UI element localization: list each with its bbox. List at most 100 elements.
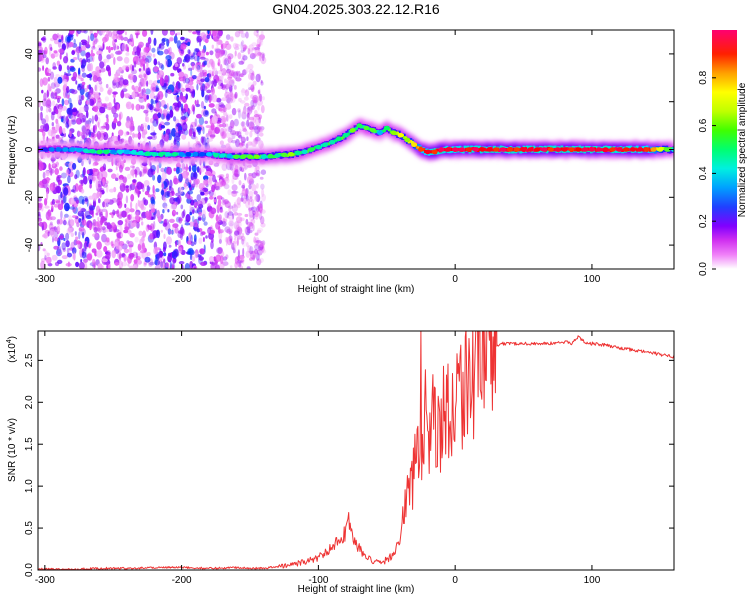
noise-speck [146,251,151,257]
colorbar-gradient [712,30,737,269]
noise-speck [225,126,230,134]
noise-speck [141,122,148,128]
noise-speck [116,209,120,218]
noise-speck [242,247,245,257]
noise-speck [152,53,156,58]
noise-speck [71,247,77,255]
noise-speck [213,36,220,42]
noise-speck [125,187,130,193]
noise-speck [135,255,141,261]
noise-speck [115,81,120,89]
noise-speck [158,62,164,69]
noise-speck [194,99,197,106]
noise-speck [217,62,220,66]
noise-speck [142,87,146,96]
spectrogram-y-label: Frequency (Hz) [7,116,18,185]
noise-speck [153,66,160,73]
noise-speck [178,95,185,102]
ridge-blob [459,147,465,152]
noise-speck [196,166,200,173]
noise-speck [99,61,105,69]
noise-speck [75,80,78,85]
ridge-blob [349,128,356,133]
noise-speck [57,97,60,104]
noise-speck [239,128,242,136]
noise-speck [51,254,58,261]
noise-speck [133,259,138,264]
noise-speck [174,63,179,68]
ridge-cell [409,139,413,143]
noise-speck [260,81,264,86]
noise-speck [80,49,86,57]
svg-text:(x104): (x104) [6,336,18,363]
noise-speck [167,209,170,213]
noise-speck [150,132,157,136]
noise-speck [129,131,133,136]
ridge-blob [534,147,541,152]
noise-speck [253,236,257,244]
noise-speck [254,114,260,118]
noise-speck [217,85,222,90]
ridge-cell [621,149,624,152]
noise-speck [252,126,259,130]
noise-speck [119,164,123,173]
noise-speck [193,55,200,62]
noise-speck [184,222,191,226]
noise-speck [207,30,210,35]
noise-speck [254,195,258,202]
snr-panel: -300 -200 -100 0 100 0.0 0.5 1.0 1.5 2.0 2.5 Heig… [6,330,675,595]
ridge-blob [370,128,377,133]
ridge-cell [238,155,242,159]
noise-speck [251,42,257,47]
noise-speck [57,247,64,255]
noise-speck [211,237,214,243]
noise-speck [224,87,228,94]
noise-speck [80,45,87,52]
ridge-blob [233,154,240,159]
noise-speck [55,74,60,78]
noise-speck [242,69,247,76]
noise-speck [42,54,47,59]
noise-speck [42,131,46,137]
noise-speck [111,214,114,219]
noise-speck [45,57,49,65]
noise-speck [63,187,69,196]
noise-speck [80,39,87,44]
noise-speck [116,49,123,55]
noise-speck [229,265,233,269]
noise-speck [245,67,249,74]
noise-speck [59,53,62,60]
noise-speck [256,249,263,256]
noise-speck [96,205,100,214]
noise-speck [226,176,230,180]
noise-speck [217,30,223,37]
colorbar-tick-label: 0.2 [698,214,709,228]
x-tick-label: -300 [35,575,55,586]
noise-speck [142,246,146,251]
ridge-cell [608,148,611,152]
noise-speck [91,132,95,138]
noise-speck [173,102,179,107]
noise-speck [252,94,259,104]
noise-speck [235,77,242,82]
noise-speck [235,199,241,207]
noise-speck [57,227,61,232]
noise-speck [251,172,257,179]
noise-speck [109,53,114,59]
noise-speck [209,229,215,235]
noise-speck [200,101,205,109]
noise-speck [129,184,132,192]
noise-speck [116,45,120,50]
noise-speck [254,48,261,57]
ridge-blob [664,147,671,152]
noise-speck [141,78,147,87]
noise-speck [106,106,112,111]
noise-speck [218,229,223,234]
noise-speck [38,203,43,211]
noise-speck [222,217,226,225]
noise-speck [57,40,62,48]
y-tick-label: 0.5 [24,521,35,535]
noise-speck [239,216,243,221]
noise-speck [145,52,153,58]
noise-speck [140,250,146,254]
